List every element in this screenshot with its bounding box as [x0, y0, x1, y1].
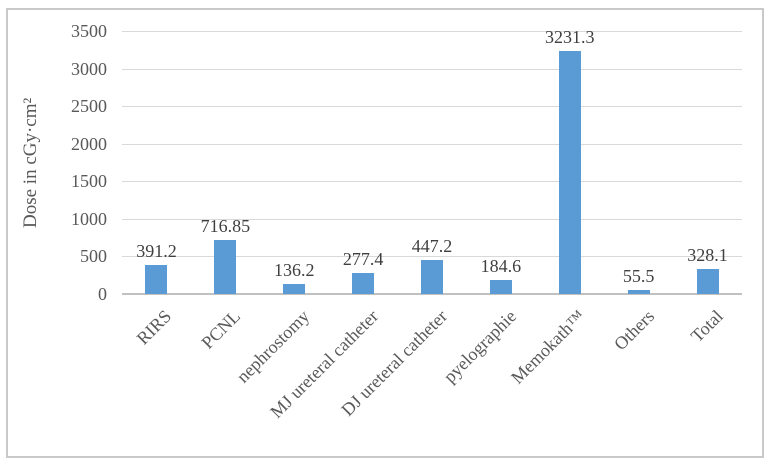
x-category-label: RIRS: [133, 306, 176, 349]
y-tick-label: 2000: [71, 133, 107, 154]
y-tick-label: 1500: [71, 171, 107, 192]
bar: [696, 269, 719, 294]
chart-frame: Dose in cGy·cm² 0 500 1000 1500 2000 2500 3000…: [6, 8, 764, 458]
y-tick-label: 0: [98, 284, 107, 304]
bar-value-label: 447.2: [411, 236, 453, 257]
bar-value-label: 716.85: [200, 216, 251, 237]
bar-value-label: 328.1: [687, 245, 728, 266]
gridline: [122, 218, 742, 220]
bar: [283, 283, 306, 294]
bar: [489, 280, 512, 294]
x-axis-line: [122, 293, 742, 295]
y-tick-label: 3500: [71, 21, 107, 41]
y-tick-label: 3000: [71, 58, 107, 79]
bar: [214, 240, 237, 294]
bar-value-label: 391.2: [136, 240, 177, 261]
y-tick-label: 500: [80, 246, 107, 267]
bar-value-label: 184.6: [480, 256, 522, 277]
bar: [421, 260, 443, 294]
bar-value-label: 55.5: [622, 265, 655, 286]
y-axis-tick-labels: 0 500 1000 1500 2000 2500 3000 3500: [8, 21, 107, 304]
gridline: [122, 68, 742, 70]
bar-value-label: 277.4: [342, 249, 384, 270]
x-category-label: Total: [686, 306, 727, 347]
bar: [352, 273, 375, 294]
gridline: [122, 106, 742, 108]
gridline: [122, 181, 742, 183]
bar: [627, 289, 650, 294]
bar: [558, 51, 581, 294]
bar-value-label: 3231.3: [545, 27, 595, 48]
gridline: [122, 256, 742, 258]
bar: [145, 264, 168, 294]
y-tick-label: 2500: [71, 96, 107, 117]
gridline: [122, 31, 742, 32]
y-tick-label: 1000: [71, 208, 107, 229]
x-category-label: Memokath™: [507, 306, 589, 388]
gridline: [122, 143, 742, 145]
x-category-label: Others: [609, 306, 658, 355]
plot-area: 391.2 716.85 136.2 277.4 447.2 184.6 3231.3 55.…: [122, 27, 742, 295]
x-category-label: PCNL: [197, 306, 245, 353]
x-axis-category-labels: RIRS PCNL nephrostomy MJ ureteral catheter D…: [122, 294, 742, 456]
bar-value-label: 136.2: [273, 259, 315, 280]
